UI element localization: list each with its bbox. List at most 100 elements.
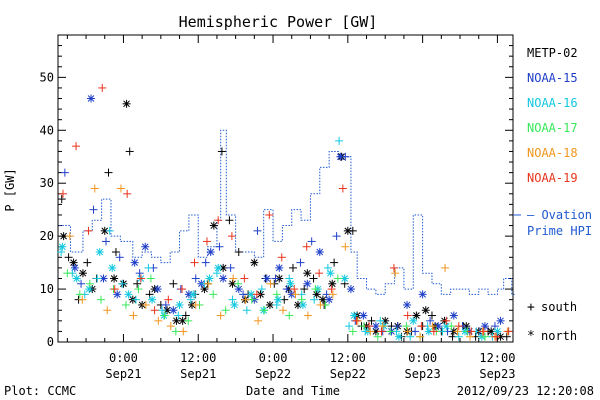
marker-stroke [287,280,294,288]
noaa-15-point [135,269,144,278]
noaa-19-point [467,327,476,336]
legend-marker-symbol: + [527,300,535,315]
metp-02-point [427,311,436,320]
y-tick-label: 0 [47,335,54,349]
marker-stroke [79,269,87,277]
noaa-15-point [371,322,380,331]
marker-stroke [422,306,430,314]
marker-stroke [169,306,177,314]
noaa-18-point [279,306,288,315]
noaa-19-point [123,189,132,198]
metp-02-point [367,316,376,325]
marker-stroke [372,322,380,330]
noaa-17-point [260,306,269,315]
x-tick-date-label: Sep23 [405,367,441,381]
noaa-16-point [394,332,403,341]
noaa-16-point [131,295,140,304]
noaa-18-point [116,184,125,193]
marker-stroke [219,275,227,282]
noaa-15-point [403,300,412,309]
marker-stroke [70,259,77,266]
noaa-17-point [285,311,294,320]
noaa-19-point [290,285,299,294]
marker-stroke [210,222,218,229]
x-tick-date-label: Sep22 [255,367,291,381]
y-axis: 0 10 20 30 40 50 [40,34,513,349]
noaa-15-point [296,258,305,267]
noaa-15-point [60,168,69,177]
metp-02-point [412,311,421,320]
noaa-15-point [191,274,200,283]
noaa-19-point [504,327,513,336]
legend-entry: METP-02 [527,46,578,60]
noaa-16-point [212,269,221,278]
noaa-15-point [271,274,280,283]
legend-entry: NOAA-18 [527,146,578,160]
marker-stroke [176,301,183,309]
noaa-16-point [257,285,266,294]
noaa-15-point [87,94,96,103]
noaa-17-point [63,269,72,278]
noaa-18-point [391,269,400,278]
x-tick-date-label: Sep22 [330,367,366,381]
noaa-15-point [153,285,162,294]
marker-stroke [73,275,81,282]
x-tick-date-label: Sep21 [180,367,216,381]
marker-stroke [108,264,116,272]
marker-stroke [154,285,162,293]
noaa-15-point [141,242,150,251]
marker-stroke [347,285,355,293]
legend-ovation-line2: Prime HPI [527,224,592,238]
metp-02-point [328,279,337,288]
noaa-15-point [426,316,435,325]
noaa-19-point [84,226,93,235]
marker-stroke [409,317,417,325]
noaa-19-point [417,322,426,331]
legend-entry: NOAA-19 [527,171,578,185]
noaa-17-point [134,285,143,294]
y-tick-label: 10 [40,282,54,296]
legend-marker-label: north [541,329,577,343]
noaa-18-point [328,290,337,299]
x-axis-label: Date and Time [246,384,340,398]
marker-stroke [179,317,187,325]
metp-02-point [125,147,134,156]
marker-stroke [214,264,222,272]
marker-stroke [101,227,109,235]
noaa-19-point [429,327,438,336]
metp-02-point [78,269,87,278]
metp-02-point [104,168,113,177]
y-axis-label: P [GW] [3,168,17,211]
noaa-16-point [242,306,251,315]
marker-stroke [450,312,458,319]
x-tick-time-label: 12:00 [479,351,515,365]
marker-stroke [59,243,66,251]
marker-stroke [360,312,367,319]
noaa-19-point [277,253,286,262]
marker-stroke [125,291,132,298]
noaa-18-point [291,290,300,299]
marker-stroke [263,275,271,282]
noaa-15-point [89,205,98,214]
marker-stroke [294,301,302,309]
legend-entry: NOAA-15 [527,71,578,85]
noaa-15-point [325,295,334,304]
metp-02-point [110,274,119,283]
marker-stroke [336,153,344,161]
noaa-18-point [129,311,138,320]
noaa-15-point [418,290,427,299]
noaa-15-point [226,263,235,272]
data-points [57,83,513,341]
noaa-19-point [389,263,398,272]
metp-02-point [83,258,92,267]
legend: METP-02 NOAA-15 NOAA-16 NOAA-17 NOAA-18 NOAA-… [513,46,592,344]
metp-02-point [64,253,73,262]
noaa-18-point [378,322,387,331]
noaa-16-point [205,274,214,283]
noaa-17-point [272,290,281,299]
noaa-16-point [406,332,415,341]
noaa-17-point [121,300,130,309]
noaa-17-point [348,327,357,336]
marker-stroke [85,285,93,293]
